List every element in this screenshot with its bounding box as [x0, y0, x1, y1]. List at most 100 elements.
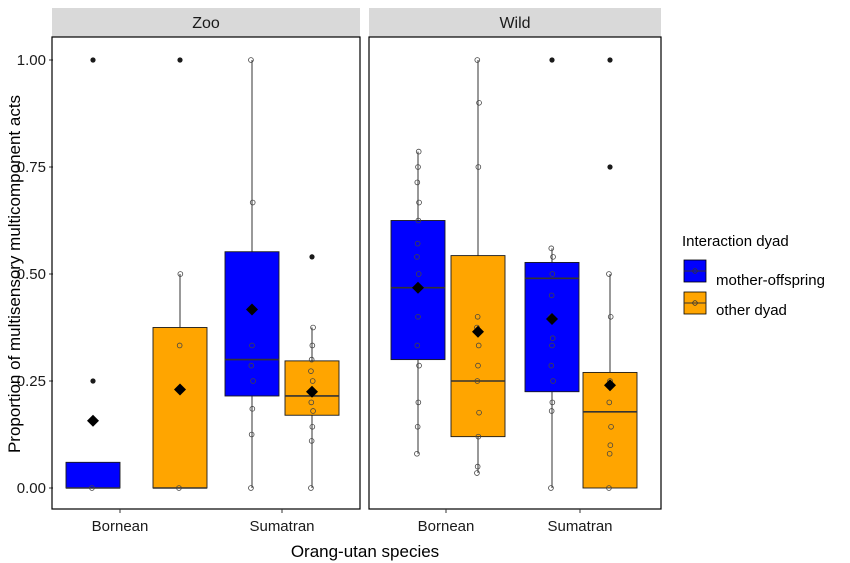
data-point-bornean-mother-offspring: [414, 342, 421, 349]
data-point-bornean-other-dyad: [475, 164, 482, 170]
mean-marker-bornean-mother-offspring: [87, 414, 99, 427]
data-point-bornean-mother-offspring: [415, 164, 421, 170]
data-point-sumatran-other-dyad: [606, 450, 613, 457]
data-point-bornean-other-dyad: [176, 342, 183, 349]
data-point-sumatran-mother-offspring: [550, 378, 556, 384]
mean-marker-sumatran-mother-offspring: [246, 303, 258, 316]
panel-zoo-border: [51, 36, 361, 510]
data-point-sumatran-mother-offspring: [548, 362, 555, 369]
data-point-bornean-other-dyad: [475, 362, 481, 369]
data-point-sumatran-mother-offspring: [249, 342, 255, 349]
data-point-bornean-other-dyad: [177, 271, 184, 277]
legend-item-mother-offspring: mother-offspring: [683, 259, 825, 289]
data-point-sumatran-mother-offspring: [549, 271, 556, 277]
mean-marker-bornean-mother-offspring: [412, 281, 424, 294]
data-point-sumatran-other-dyad: [308, 356, 315, 363]
data-point-bornean-mother-offspring: [414, 450, 420, 457]
data-point-sumatran-other-dyad: [308, 485, 314, 491]
panel-wild-border: [368, 36, 662, 510]
legend-label-other-dyad: other dyad: [716, 302, 787, 319]
data-point-sumatran-mother-offspring: [250, 378, 256, 384]
y-tick-label: 0.25: [17, 373, 46, 390]
data-point-sumatran-other-dyad: [607, 442, 614, 449]
data-point-bornean-mother-offspring: [414, 423, 421, 430]
legend: Interaction dyad mother-offspring other …: [682, 233, 825, 319]
data-point-sumatran-other-dyad: [310, 408, 316, 414]
data-point-bornean-mother-offspring: [415, 271, 422, 277]
data-point-bornean-other-dyad: [475, 433, 482, 440]
box-bornean-other-dyad: [152, 327, 208, 489]
data-point-sumatran-mother-offspring: [549, 399, 556, 406]
data-point-sumatran-mother-offspring: [248, 57, 254, 63]
panel-wild: Wild Bornean Sumatran: [368, 8, 662, 535]
y-tick-label: 0.50: [17, 266, 46, 283]
y-tick-label: 1.00: [17, 52, 46, 69]
x-axis-title: Orang-utan species: [291, 542, 439, 561]
strip-wild: [369, 8, 661, 37]
x-tick-label-bornean-wild: Bornean: [418, 518, 475, 535]
data-point-sumatran-mother-offspring: [249, 199, 256, 206]
legend-item-other-dyad: other dyad: [683, 291, 787, 319]
data-point-sumatran-other-dyad: [606, 271, 612, 277]
data-point-sumatran-mother-offspring: [248, 431, 255, 438]
data-point-bornean-other-dyad: [474, 463, 481, 470]
outlier-bornean-other-dyad: [177, 57, 183, 63]
outlier-sumatran-other-dyad: [309, 254, 315, 260]
data-point-bornean-other-dyad: [474, 313, 481, 320]
mean-marker-bornean-other-dyad: [472, 325, 484, 338]
x-tick-label-sumatran-wild: Sumatran: [547, 518, 612, 535]
data-point-sumatran-mother-offspring: [548, 485, 554, 491]
data-point-sumatran-mother-offspring: [249, 406, 256, 412]
data-point-sumatran-mother-offspring: [548, 292, 555, 299]
legend-label-mother-offspring: mother-offspring: [716, 272, 825, 289]
box-sumatran-mother-offspring: [224, 251, 280, 397]
outlier-bornean-mother-offspring: [90, 57, 96, 63]
y-ticks: 0.00 0.25 0.50 0.75 1.00: [17, 52, 46, 497]
data-point-bornean-mother-offspring: [414, 179, 421, 186]
box-bornean-other-dyad: [450, 255, 506, 438]
box-bornean-mother-offspring: [65, 461, 121, 489]
data-point-bornean-mother-offspring: [416, 199, 422, 206]
strip-label-wild: Wild: [499, 15, 530, 32]
data-point-sumatran-other-dyad: [606, 399, 613, 406]
legend-key-point: [692, 268, 698, 274]
box-sumatran-mother-offspring: [524, 261, 580, 393]
data-point-bornean-mother-offspring: [414, 254, 420, 260]
data-point-sumatran-mother-offspring: [549, 335, 556, 342]
y-tick-label: 0.00: [17, 480, 46, 497]
x-tick-label-bornean-zoo: Bornean: [92, 518, 149, 535]
data-point-sumatran-other-dyad: [608, 423, 614, 430]
data-point-bornean-mother-offspring: [414, 240, 421, 247]
panel-zoo: Zoo Bornean Sumatran: [51, 8, 361, 535]
data-point-bornean-other-dyad: [176, 485, 182, 491]
data-point-bornean-other-dyad: [476, 409, 482, 416]
data-point-sumatran-other-dyad: [309, 423, 316, 430]
data-point-sumatran-mother-offspring: [548, 245, 555, 252]
data-point-bornean-other-dyad: [474, 470, 480, 476]
mean-marker-sumatran-other-dyad: [604, 379, 616, 392]
x-tick-label-sumatran-zoo: Sumatran: [249, 518, 314, 535]
outlier-sumatran-other-dyad: [607, 57, 613, 63]
data-point-sumatran-mother-offspring: [248, 362, 255, 369]
data-point-sumatran-other-dyad: [308, 438, 315, 444]
mean-marker-sumatran-other-dyad: [306, 385, 318, 398]
outlier-sumatran-other-dyad: [607, 164, 613, 170]
data-point-bornean-other-dyad: [475, 342, 482, 349]
data-point-bornean-mother-offspring: [415, 217, 422, 224]
data-point-sumatran-other-dyad: [308, 399, 315, 406]
data-point-sumatran-mother-offspring: [248, 485, 254, 491]
data-point-bornean-other-dyad: [476, 100, 482, 106]
data-point-sumatran-other-dyad: [309, 342, 316, 349]
data-point-bornean-other-dyad: [474, 57, 481, 63]
legend-title: Interaction dyad: [682, 233, 789, 250]
box-sumatran-other-dyad: [582, 371, 638, 489]
mean-marker-sumatran-mother-offspring: [546, 312, 558, 325]
y-tick-label: 0.75: [17, 159, 46, 176]
data-point-sumatran-mother-offspring: [550, 254, 556, 260]
data-point-sumatran-other-dyad: [606, 485, 612, 491]
panel-zoo-marks: [65, 57, 340, 491]
mean-marker-bornean-other-dyad: [174, 383, 186, 396]
data-point-sumatran-mother-offspring: [549, 342, 555, 349]
strip-zoo: [52, 8, 360, 37]
